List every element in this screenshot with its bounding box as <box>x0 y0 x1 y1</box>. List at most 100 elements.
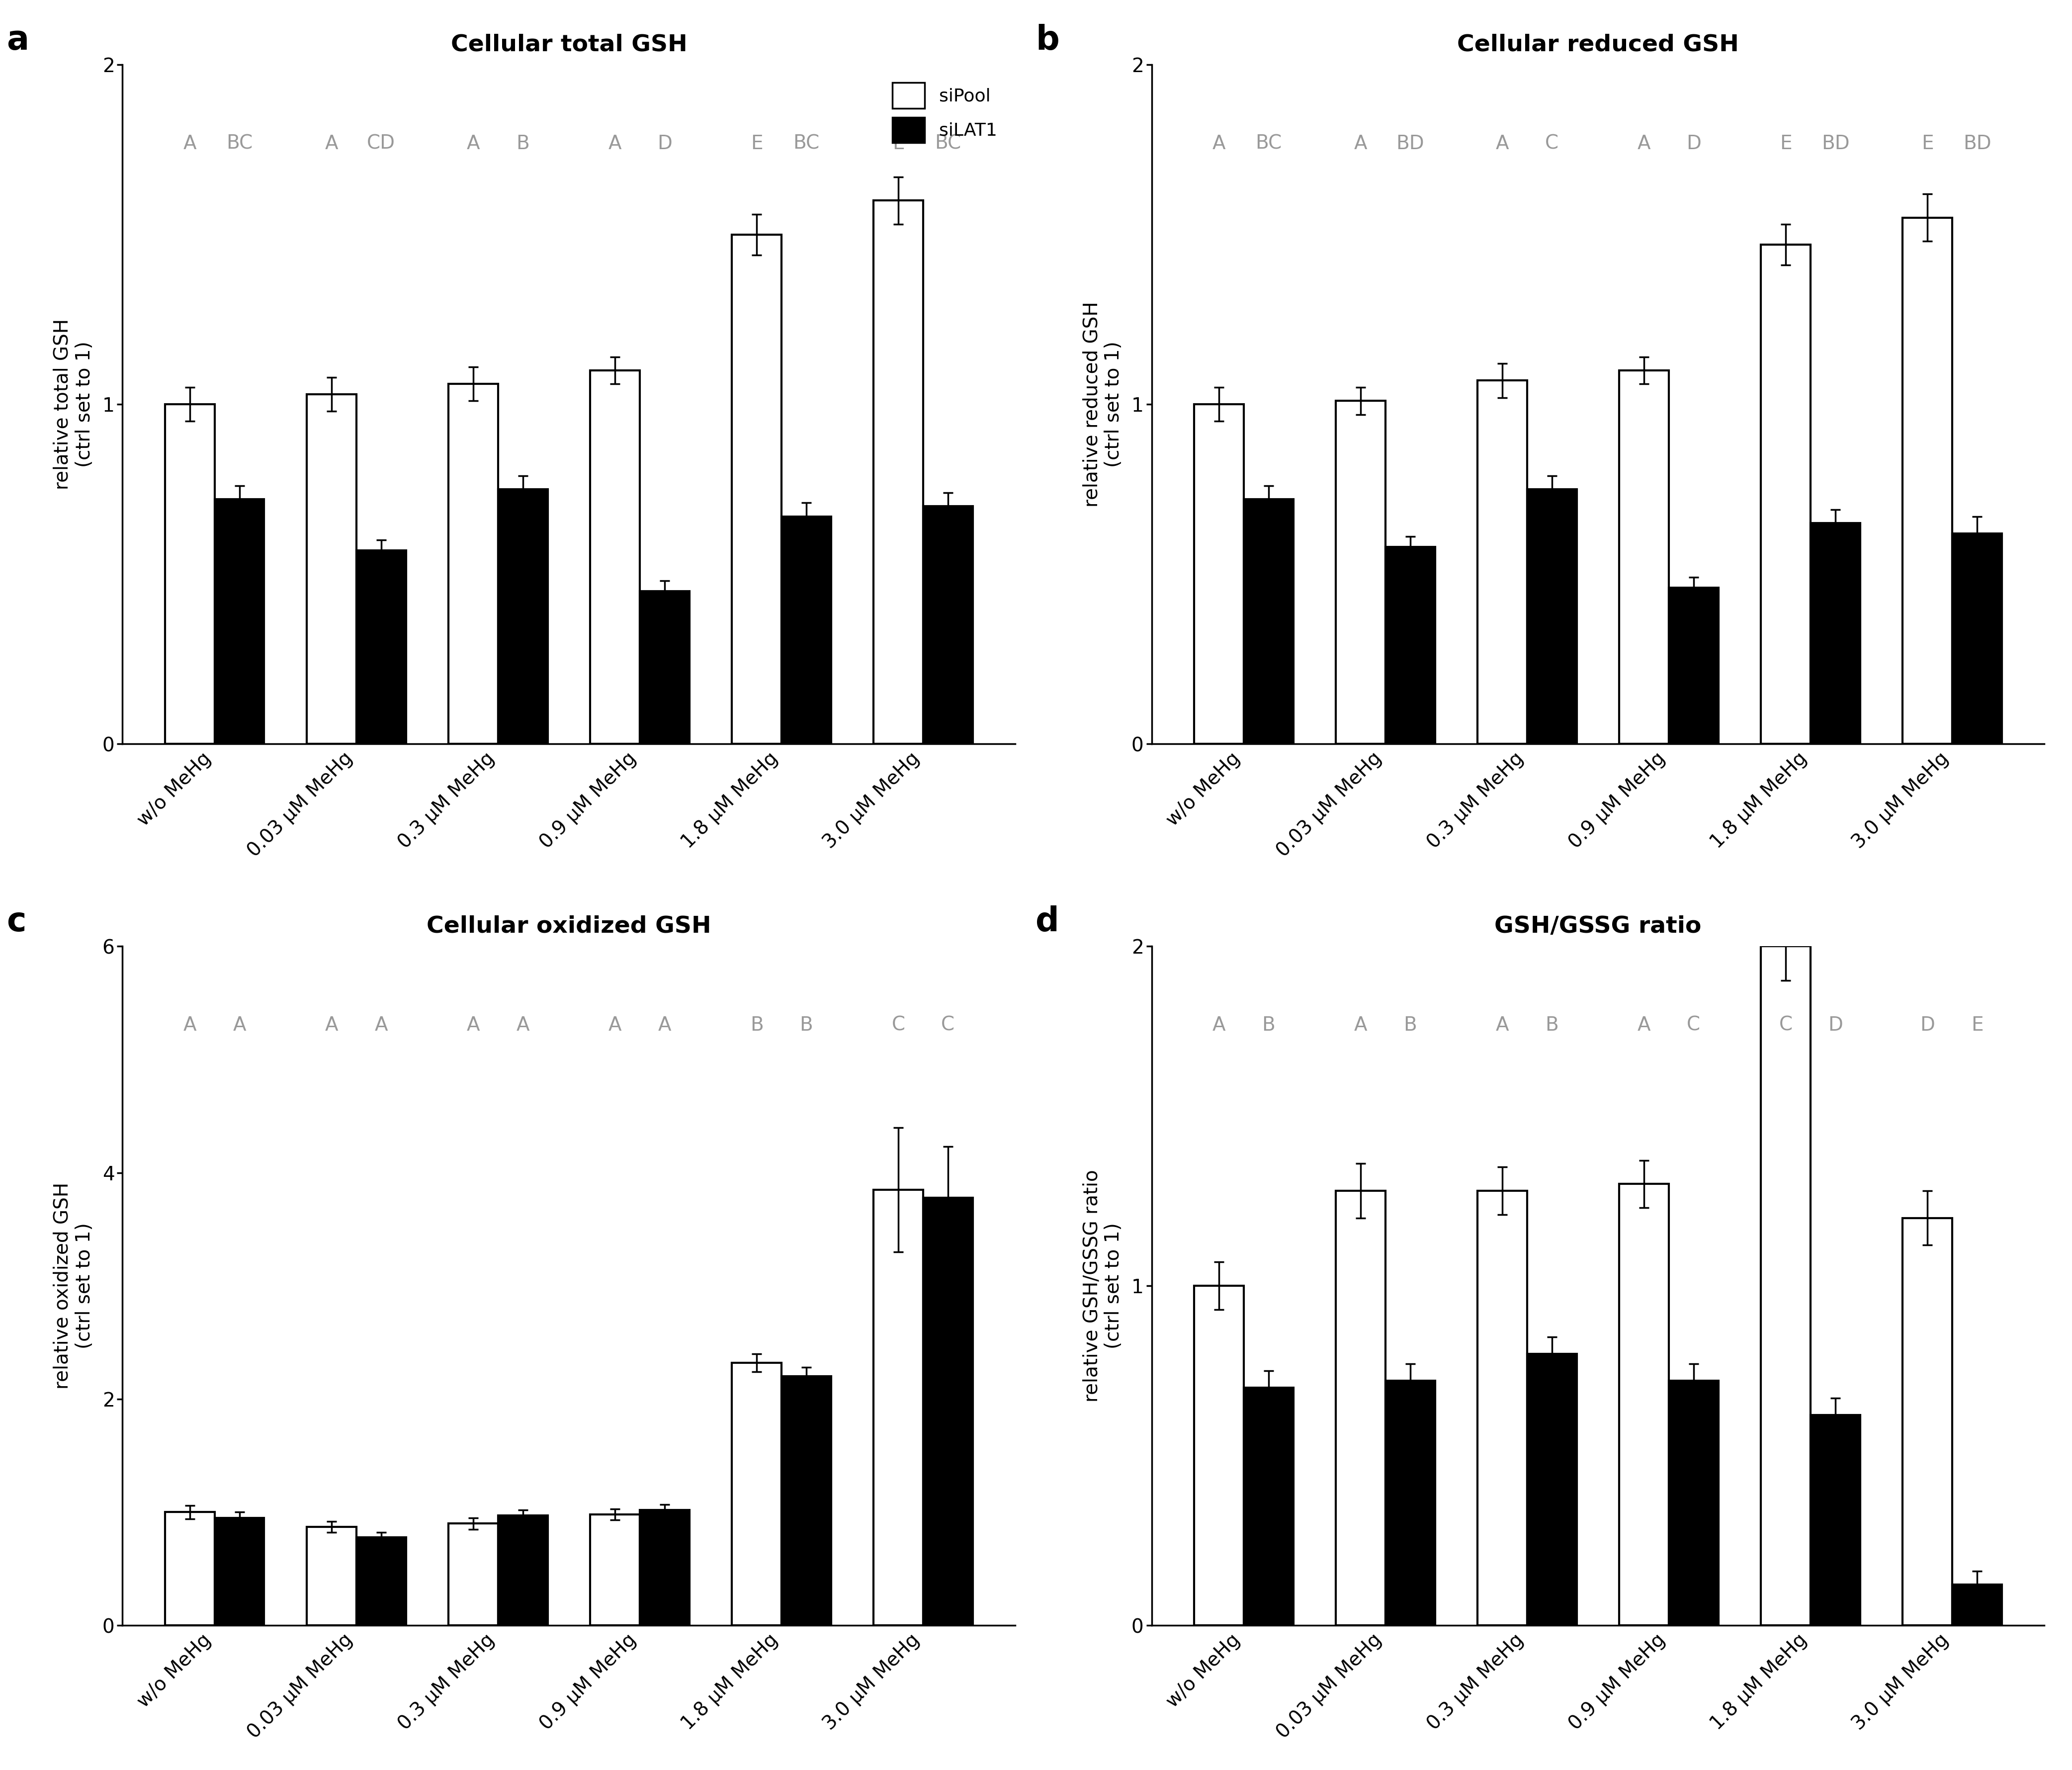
Text: A: A <box>375 1016 387 1035</box>
Text: C: C <box>1780 1016 1792 1035</box>
Bar <box>1811 1414 1861 1625</box>
Bar <box>307 1528 356 1625</box>
Text: BC: BC <box>794 135 821 152</box>
Text: A: A <box>182 1016 197 1035</box>
Text: A: A <box>466 135 481 152</box>
Text: D: D <box>1921 1016 1935 1035</box>
Bar <box>1527 1354 1577 1625</box>
Text: A: A <box>325 1016 338 1035</box>
Bar <box>591 370 640 743</box>
Title: GSH/GSSG ratio: GSH/GSSG ratio <box>1494 915 1701 938</box>
Text: A: A <box>1212 1016 1225 1035</box>
Bar <box>1243 1388 1293 1625</box>
Text: A: A <box>325 135 338 152</box>
Bar <box>591 1515 640 1625</box>
Bar <box>1336 400 1386 743</box>
Text: A: A <box>232 1016 247 1035</box>
Text: BC: BC <box>934 135 961 152</box>
Bar <box>1668 1381 1718 1625</box>
Y-axis label: relative oxidized GSH
(ctrl set to 1): relative oxidized GSH (ctrl set to 1) <box>54 1182 93 1389</box>
Bar <box>497 489 547 743</box>
Text: A: A <box>1496 135 1508 152</box>
Bar <box>448 384 497 743</box>
Bar <box>166 1512 215 1625</box>
Text: B: B <box>516 135 530 152</box>
Bar <box>497 1515 547 1625</box>
Text: E: E <box>1921 135 1933 152</box>
Text: A: A <box>516 1016 530 1035</box>
Text: C: C <box>1687 1016 1701 1035</box>
Bar <box>1902 218 1952 743</box>
Bar <box>356 1536 406 1625</box>
Bar <box>215 1519 265 1625</box>
Bar <box>1336 1191 1386 1625</box>
Bar <box>731 1363 781 1625</box>
Bar <box>1243 499 1293 743</box>
Text: C: C <box>1546 135 1558 152</box>
Bar <box>448 1524 497 1625</box>
Text: BC: BC <box>1256 135 1283 152</box>
Text: A: A <box>609 135 622 152</box>
Text: B: B <box>800 1016 812 1035</box>
Text: C: C <box>891 1016 905 1035</box>
Bar <box>924 506 972 743</box>
Text: A: A <box>1637 1016 1651 1035</box>
Text: BD: BD <box>1962 135 1991 152</box>
Bar <box>1618 370 1668 743</box>
Text: B: B <box>1546 1016 1558 1035</box>
Text: A: A <box>1353 135 1368 152</box>
Bar <box>1193 1285 1243 1625</box>
Bar <box>356 550 406 743</box>
Bar <box>1527 489 1577 743</box>
Text: CD: CD <box>367 135 396 152</box>
Text: B: B <box>750 1016 762 1035</box>
Bar <box>307 395 356 743</box>
Text: E: E <box>1780 135 1792 152</box>
Text: A: A <box>1637 135 1651 152</box>
Text: BD: BD <box>1397 135 1423 152</box>
Bar <box>1952 1584 2002 1625</box>
Bar <box>215 499 265 743</box>
Bar <box>924 1198 972 1625</box>
Text: E: E <box>893 135 905 152</box>
Text: BC: BC <box>226 135 253 152</box>
Bar <box>1618 1184 1668 1625</box>
Text: D: D <box>1687 135 1701 152</box>
Bar <box>874 1189 924 1625</box>
Text: A: A <box>609 1016 622 1035</box>
Text: D: D <box>657 135 671 152</box>
Bar <box>1477 381 1527 743</box>
Text: A: A <box>1496 1016 1508 1035</box>
Text: E: E <box>750 135 762 152</box>
Bar <box>1193 404 1243 743</box>
Text: E: E <box>1970 1016 1983 1035</box>
Title: Cellular oxidized GSH: Cellular oxidized GSH <box>427 915 711 938</box>
Text: B: B <box>1262 1016 1274 1035</box>
Text: b: b <box>1036 25 1059 57</box>
Bar <box>1477 1191 1527 1625</box>
Text: d: d <box>1036 906 1059 938</box>
Text: B: B <box>1403 1016 1417 1035</box>
Legend: siPool, siLAT1: siPool, siLAT1 <box>883 74 1007 152</box>
Bar <box>1952 533 2002 743</box>
Bar <box>1668 588 1718 743</box>
Bar <box>1761 947 1811 1625</box>
Bar <box>166 404 215 743</box>
Bar <box>640 1510 690 1625</box>
Bar <box>731 235 781 743</box>
Bar <box>1386 547 1436 743</box>
Y-axis label: relative GSH/GSSG ratio
(ctrl set to 1): relative GSH/GSSG ratio (ctrl set to 1) <box>1082 1170 1123 1402</box>
Y-axis label: relative total GSH
(ctrl set to 1): relative total GSH (ctrl set to 1) <box>54 319 93 490</box>
Bar <box>640 591 690 743</box>
Bar <box>1902 1218 1952 1625</box>
Bar <box>781 517 831 743</box>
Bar <box>1761 244 1811 743</box>
Text: A: A <box>466 1016 481 1035</box>
Y-axis label: relative reduced GSH
(ctrl set to 1): relative reduced GSH (ctrl set to 1) <box>1082 301 1123 508</box>
Text: A: A <box>659 1016 671 1035</box>
Title: Cellular reduced GSH: Cellular reduced GSH <box>1457 34 1738 57</box>
Text: A: A <box>1212 135 1225 152</box>
Bar <box>874 200 924 743</box>
Bar <box>1811 524 1861 743</box>
Bar <box>781 1377 831 1625</box>
